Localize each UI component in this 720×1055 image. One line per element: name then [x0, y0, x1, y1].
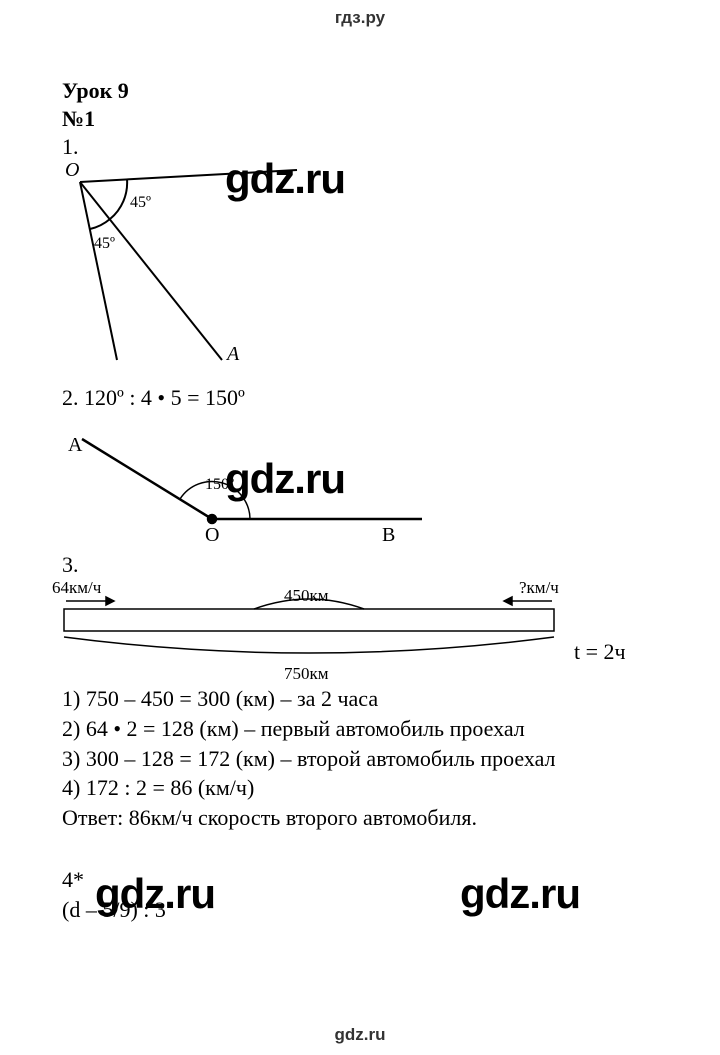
task2-diagram: A 150º O B	[62, 419, 662, 544]
angle-45-lower: 45º	[94, 235, 115, 252]
ray-a-label: A	[225, 343, 240, 365]
left-speed-label: 64км/ч	[52, 579, 102, 597]
page: гдз.ру Урок 9 №1 1.	[0, 0, 720, 1055]
task4-number: 4*	[62, 865, 662, 895]
top-distance-label: 450км	[284, 586, 329, 605]
task3-diagram: 64км/ч ?км/ч 450км 750км t = 2ч	[44, 579, 662, 684]
task3-line2: 2) 64 • 2 = 128 (км) – первый автомобиль…	[62, 714, 662, 744]
angle-45-upper: 45º	[130, 194, 151, 211]
task4-expr: (d – 5/9) : 3	[62, 895, 662, 925]
task1-diagram: O 45º 45º A	[62, 160, 662, 365]
task3-number: 3.	[62, 550, 662, 580]
task1-number: 1.	[62, 134, 662, 160]
content-area: Урок 9 №1 1. O 45º	[62, 78, 662, 924]
bottom-distance-label: 750км	[284, 664, 329, 683]
problem-number: №1	[62, 106, 662, 132]
task3-line4: 4) 172 : 2 = 86 (км/ч)	[62, 773, 662, 803]
time-label: t = 2ч	[574, 639, 626, 664]
angle-150: 150º	[205, 476, 234, 493]
site-footer: gdz.ru	[0, 1025, 720, 1045]
lesson-title: Урок 9	[62, 78, 662, 104]
point-b-label: B	[382, 524, 395, 544]
point-o-label: O	[205, 524, 219, 544]
right-speed-label: ?км/ч	[519, 579, 559, 597]
task3-answer: Ответ: 86км/ч скорость второго автомобил…	[62, 803, 662, 833]
vertex-o-label: O	[65, 160, 79, 181]
task3-line3: 3) 300 – 128 = 172 (км) – второй автомоб…	[62, 744, 662, 774]
task2-equation: 2. 120º : 4 • 5 = 150º	[62, 383, 662, 413]
point-a-label: A	[68, 434, 83, 456]
task3-line1: 1) 750 – 450 = 300 (км) – за 2 часа	[62, 684, 662, 714]
site-header: гдз.ру	[0, 8, 720, 28]
